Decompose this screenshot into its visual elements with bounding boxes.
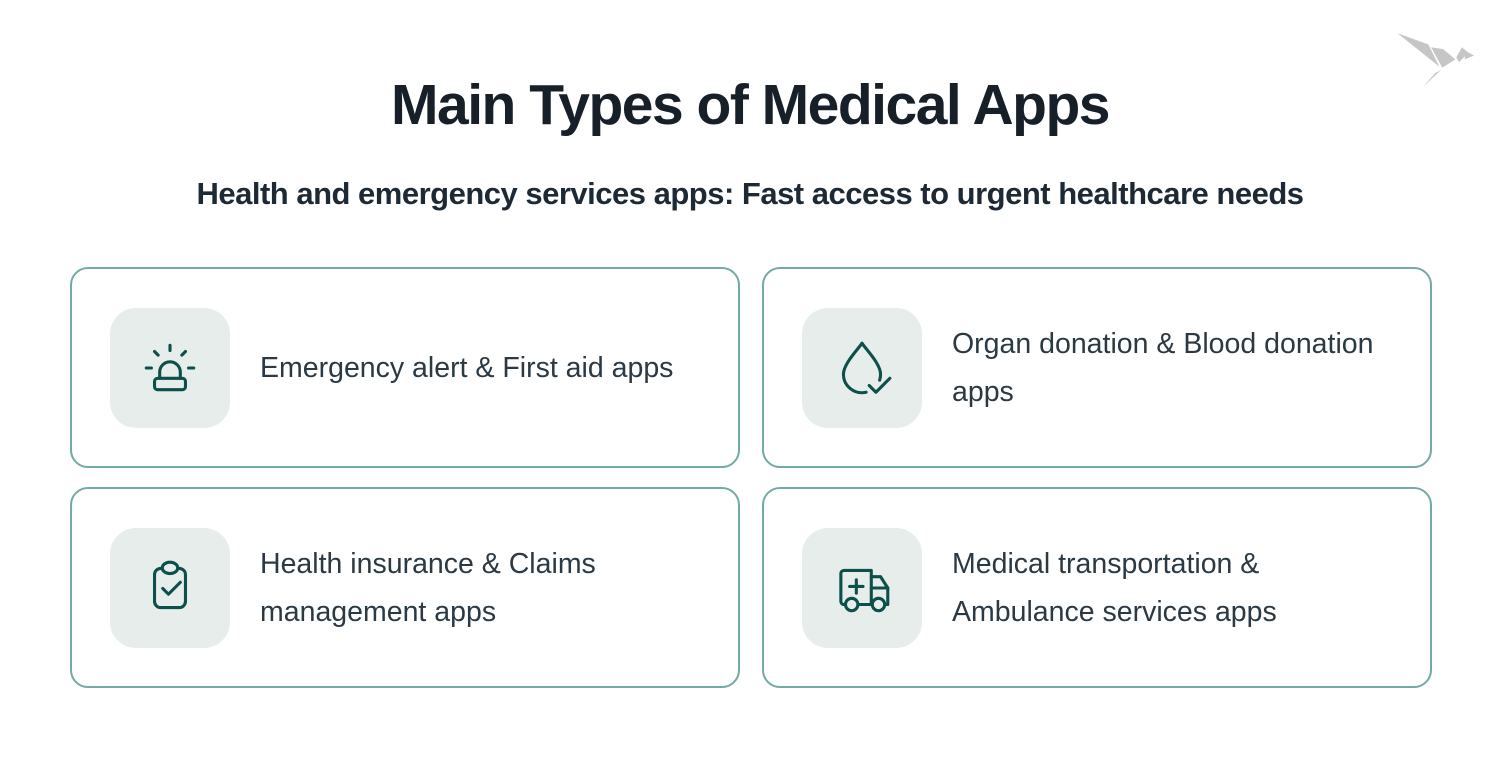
card-label: Health insurance & Claims management app…	[260, 547, 596, 628]
page-subtitle: Health and emergency services apps: Fast…	[196, 176, 1304, 211]
card-health-insurance: Health insurance & Claims management app…	[70, 487, 740, 688]
card-label: Medical transportation & Ambulance servi…	[952, 547, 1277, 628]
origami-bird-logo	[1397, 33, 1474, 87]
card-label: Emergency alert & First aid apps	[260, 351, 674, 384]
card-medical-transportation: Medical transportation & Ambulance servi…	[762, 487, 1432, 688]
icon-tile	[110, 527, 230, 648]
ambulance-truck-icon	[839, 568, 890, 612]
card-label: Organ donation & Blood donation apps	[952, 327, 1374, 408]
icon-tile	[802, 527, 922, 648]
icon-tile	[110, 307, 230, 428]
clipboard-check-icon	[152, 560, 188, 609]
card-emergency-alert: Emergency alert & First aid apps	[70, 267, 740, 468]
card-organ-donation: Organ donation & Blood donation apps	[762, 267, 1432, 468]
blood-drop-check-icon	[841, 341, 892, 394]
card-grid: Emergency alert & First aid apps Organ d…	[70, 267, 1432, 688]
page-title: Main Types of Medical Apps	[391, 73, 1110, 137]
icon-tile	[802, 307, 922, 428]
siren-icon	[144, 343, 196, 391]
